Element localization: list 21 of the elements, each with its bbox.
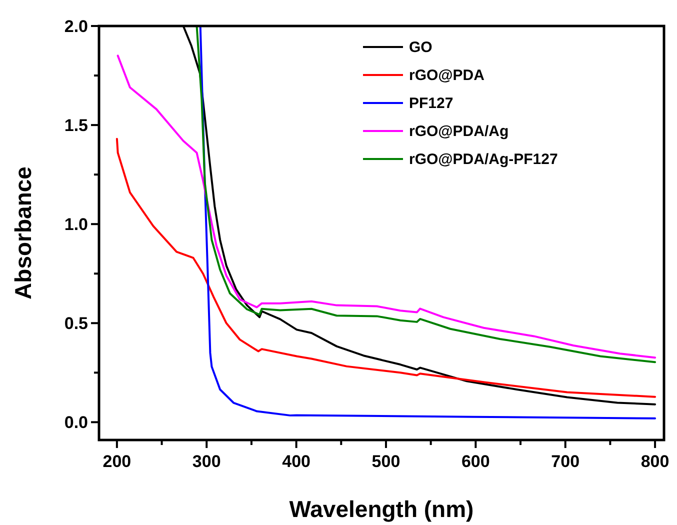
x-tick-label: 800 [640,452,670,471]
legend-label: rGO@PDA [409,67,485,84]
legend-label: GO [409,39,433,56]
x-tick-label: 200 [102,452,132,471]
y-tick-label: 1.0 [64,215,88,234]
y-tick-label: 2.0 [64,17,88,36]
legend-label: PF127 [409,95,454,112]
y-tick-label: 0.5 [64,314,88,334]
x-tick-label: 500 [372,452,400,471]
x-tick-label: 400 [282,452,310,471]
line-series [116,54,656,359]
x-tick-label: 600 [461,452,490,471]
x-tick-label: 300 [192,452,221,471]
y-tick-label: 1.5 [64,116,88,136]
legend-label: rGO@PDA/Ag-PF127 [409,151,558,168]
x-axis-title: Wavelength (nm) [289,496,474,522]
line-series [116,138,656,398]
y-tick-label: 0.0 [64,413,88,432]
legend-label: rGO@PDA/Ag [409,123,509,140]
y-axis-title: Absorbance [10,166,36,300]
x-tick-label: 700 [551,452,580,471]
